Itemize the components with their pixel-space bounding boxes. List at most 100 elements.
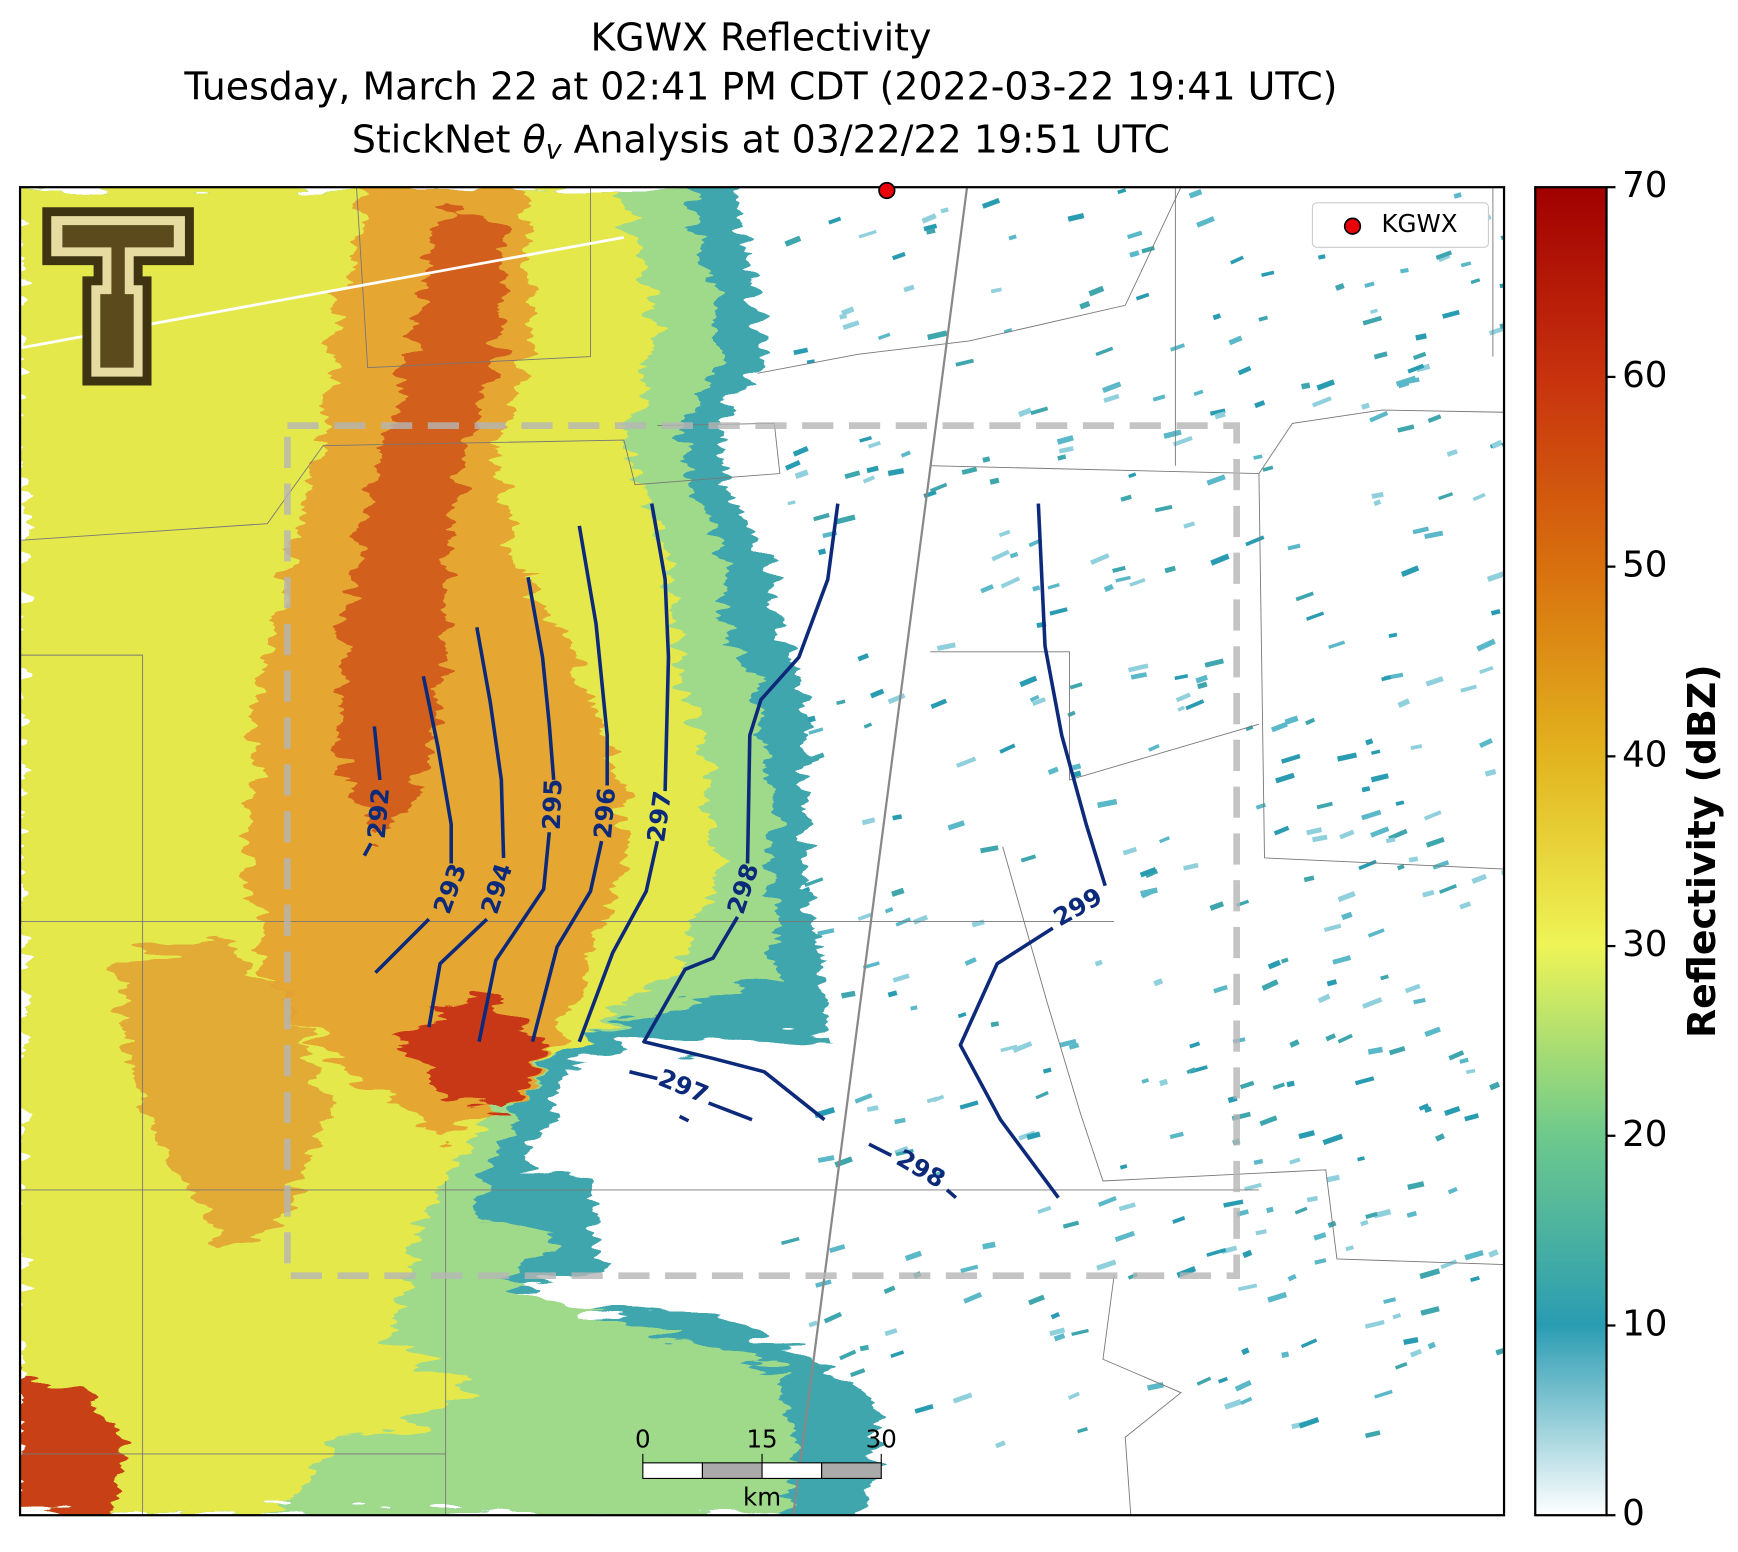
speckle <box>805 752 825 764</box>
speckle <box>1127 663 1149 673</box>
speckle <box>1360 1219 1369 1227</box>
scale-tick-label: 30 <box>866 1425 897 1454</box>
speckle <box>1470 278 1481 285</box>
speckle <box>1020 854 1037 863</box>
speckle <box>1009 551 1019 559</box>
speckle <box>1370 773 1389 783</box>
speckle <box>1305 717 1316 726</box>
speckle <box>900 450 911 458</box>
speckle <box>1316 379 1335 391</box>
state-line <box>792 187 969 1516</box>
contour-label: 296 <box>588 786 621 839</box>
scale-tick-label: 0 <box>635 1425 651 1454</box>
speckle <box>1031 697 1046 706</box>
speckle <box>1495 1346 1505 1356</box>
speckle <box>1322 1133 1344 1146</box>
scale-unit: km <box>743 1482 781 1511</box>
speckle <box>1488 1249 1499 1258</box>
speckle <box>1418 1103 1430 1111</box>
title-line: StickNet θv Analysis at 03/22/22 19:51 U… <box>352 117 1170 165</box>
speckle <box>1313 1232 1327 1241</box>
speckle <box>891 887 905 897</box>
speckle <box>959 1100 979 1110</box>
title-line: KGWX Reflectivity <box>590 16 931 60</box>
speckle <box>903 284 915 293</box>
speckle <box>927 330 948 341</box>
speckle <box>1090 553 1110 565</box>
speckle <box>1069 682 1083 690</box>
speckle <box>1289 1157 1301 1165</box>
speckle <box>857 653 870 662</box>
speckle <box>1358 859 1377 871</box>
county-line <box>930 651 1260 781</box>
speckle <box>817 1155 835 1163</box>
speckle <box>1141 245 1155 254</box>
speckle <box>862 961 880 970</box>
speckle <box>1499 281 1505 289</box>
speckle <box>982 456 991 463</box>
speckle <box>1241 1347 1250 1356</box>
speckle <box>842 320 860 331</box>
speckle <box>1442 309 1460 319</box>
speckle <box>1424 530 1444 540</box>
speckle <box>1337 752 1358 762</box>
speckle <box>995 1440 1006 1449</box>
legend-marker <box>1343 217 1362 235</box>
speckle <box>1275 772 1295 784</box>
contour-line <box>745 503 840 864</box>
speckle <box>808 1320 818 1328</box>
speckle <box>1489 1081 1501 1091</box>
speckle <box>1213 984 1228 994</box>
speckle <box>884 1328 898 1337</box>
speckle <box>1311 834 1328 843</box>
legend-box <box>1311 202 1489 248</box>
speckle <box>910 1005 918 1011</box>
speckle <box>1361 402 1370 410</box>
speckle <box>1008 234 1017 241</box>
speckle <box>1479 665 1494 675</box>
speckle <box>1049 1327 1066 1337</box>
speckle <box>1270 721 1288 733</box>
speckle <box>1373 499 1382 507</box>
speckle <box>887 467 905 477</box>
speckle <box>1135 292 1150 301</box>
speckle <box>1154 504 1173 513</box>
scale-tick-label: 15 <box>746 1425 777 1454</box>
speckle <box>1460 684 1477 693</box>
speckle <box>1287 543 1301 551</box>
speckle <box>1118 1202 1136 1212</box>
speckle <box>980 845 999 854</box>
speckle <box>1068 1042 1080 1050</box>
speckle <box>1395 800 1405 806</box>
contour-line <box>374 917 431 974</box>
speckle <box>1403 1336 1419 1346</box>
speckle <box>1196 1376 1212 1386</box>
contour-line <box>1036 503 1107 887</box>
speckle <box>1240 1396 1253 1405</box>
speckle <box>1435 250 1453 260</box>
speckle <box>1175 692 1191 703</box>
speckle <box>1325 1174 1340 1183</box>
speckle <box>884 907 894 914</box>
speckle <box>1339 829 1355 840</box>
speckle <box>1298 1417 1320 1429</box>
speckle <box>1186 1067 1196 1075</box>
speckle <box>1397 424 1415 433</box>
contour-line <box>526 576 556 781</box>
county-line <box>757 187 1182 374</box>
speckle <box>1413 997 1426 1005</box>
speckle <box>1029 694 1040 703</box>
speckle <box>808 727 824 735</box>
speckle <box>1341 911 1353 921</box>
speckle <box>1335 282 1345 291</box>
logo-shape <box>62 225 174 368</box>
county-lines <box>20 187 1505 1516</box>
speckle <box>1298 1130 1315 1140</box>
speckle <box>870 688 885 699</box>
speckle <box>1042 1067 1052 1074</box>
speckle <box>1189 1065 1208 1074</box>
speckle <box>1095 346 1114 357</box>
speckle <box>1000 576 1021 589</box>
colorbar-tick-label: 0 <box>1622 1493 1645 1534</box>
